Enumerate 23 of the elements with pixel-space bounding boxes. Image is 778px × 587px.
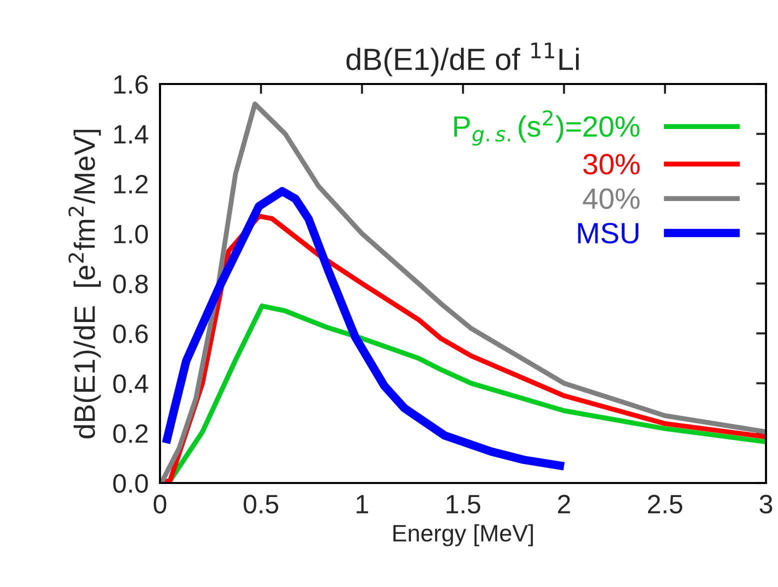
legend-label: 40% <box>582 188 640 210</box>
legend-label: MSU <box>578 222 638 244</box>
x-tick-label: 1 <box>356 495 368 514</box>
x-axis-title: Energy [MeV] <box>393 524 533 546</box>
chart-title: dB(E1)/dE of $^{11}$Li <box>346 42 579 76</box>
y-tick-label: 0.0 <box>113 474 148 493</box>
y-axis-title: dB(E1)/dE [e$^{2}$fm$^{2}$/MeV] <box>68 130 101 438</box>
y-tick-label: 0.2 <box>113 424 148 443</box>
y-tick-label: 0.8 <box>113 274 148 294</box>
x-tick-label: 0.5 <box>244 494 278 514</box>
y-tick-label: 1.2 <box>114 174 148 194</box>
x-tick-label: 2.5 <box>648 494 682 514</box>
x-tick-label: 3 <box>760 494 772 514</box>
x-tick-label: 2 <box>558 494 570 514</box>
x-tick-label: 1.5 <box>446 495 480 514</box>
x-tick-label: 0 <box>154 494 166 514</box>
legend-label: P$_{g.s.}$(s$^{2}$)=20% <box>454 110 640 146</box>
y-tick-label: 0.6 <box>113 324 148 344</box>
y-tick-label: 1.0 <box>114 224 148 244</box>
legend-label: 30% <box>583 154 640 175</box>
y-tick-label: 0.4 <box>113 374 148 394</box>
y-tick-label: 1.6 <box>114 75 148 94</box>
y-tick-label: 1.4 <box>114 125 148 144</box>
